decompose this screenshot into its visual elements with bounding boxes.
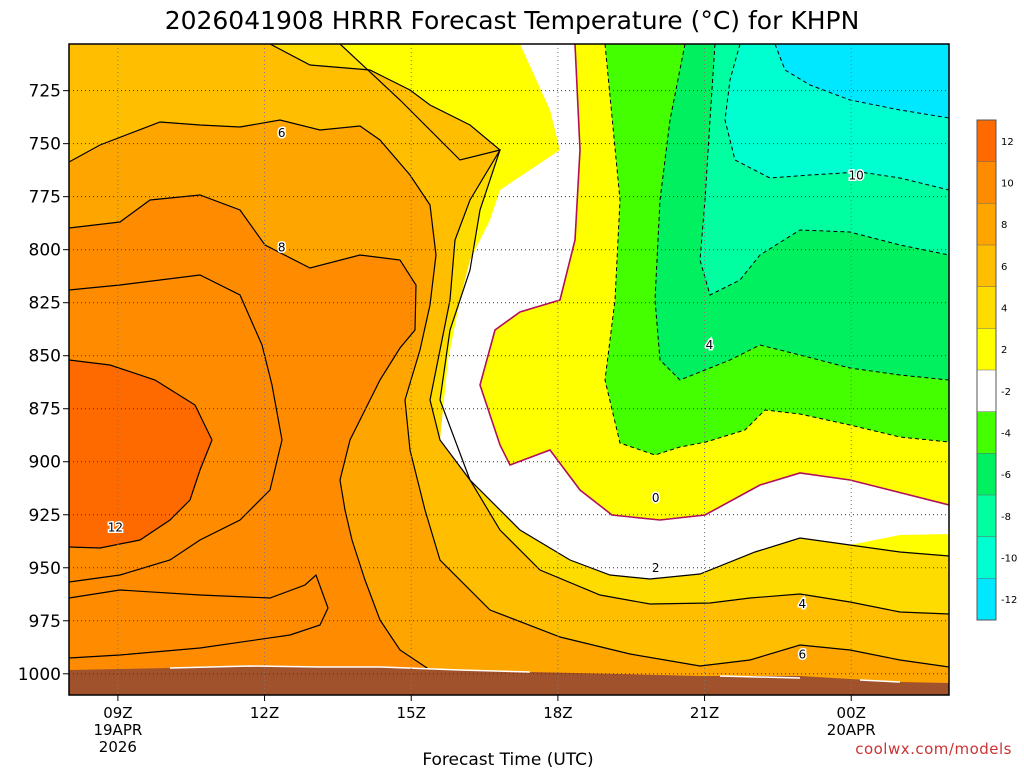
x-tick-label: 20APR	[827, 721, 876, 739]
contour-value-label: 6	[278, 126, 286, 140]
colorbar-swatch	[977, 286, 996, 329]
colorbar-label: 12	[1001, 137, 1014, 148]
x-axis-label: Forecast Time (UTC)	[422, 750, 593, 768]
colorbar-swatch	[977, 328, 996, 370]
contour-value-label: 10	[848, 168, 863, 182]
x-tick-label: 00Z	[837, 704, 866, 722]
contour-value-label: 8	[278, 241, 286, 255]
x-tick-label: 18Z	[543, 704, 572, 722]
colorbar-swatch	[977, 495, 996, 537]
y-axis: 725 750 775 800 825 850 875 900 925 950 975 1000	[18, 82, 69, 685]
y-tick-label: 850	[29, 347, 61, 367]
colorbar-label: 6	[1001, 262, 1007, 273]
y-tick-label: 875	[29, 400, 61, 420]
band-fill-10-12	[69, 360, 212, 548]
contour-line-10	[69, 274, 283, 583]
contour-line-0	[479, 44, 949, 521]
y-tick-label: 825	[29, 294, 61, 314]
contour-lines	[69, 44, 949, 691]
dashed-contour-lines	[604, 44, 949, 456]
band-fill-m10-m12	[775, 44, 949, 118]
contour-value-label: 6	[799, 648, 807, 662]
y-tick-label: 925	[29, 506, 61, 526]
contour-fill	[69, 44, 949, 695]
contour-value-label: 0	[652, 491, 660, 505]
x-tick-label: 12Z	[250, 704, 279, 722]
colorbar-swatch	[977, 245, 996, 287]
colorbar-swatch	[977, 203, 996, 245]
colorbar-swatch	[977, 536, 996, 579]
colorbar-label: -4	[1001, 429, 1011, 440]
surface-ground	[69, 666, 949, 695]
y-tick-label: 975	[29, 612, 61, 632]
credit-text[interactable]: coolwx.com/models	[855, 740, 1012, 758]
x-tick-label: 09Z	[103, 704, 132, 722]
colorbar-label: -12	[1001, 595, 1017, 606]
contour-line-m10	[774, 44, 949, 119]
contour-line-6	[69, 119, 949, 668]
contour-line-8	[69, 194, 531, 691]
colorbar: 12 10 8 6 4 2 -2 -4 -6 -8 -10 -12	[976, 119, 1017, 621]
band-fill-neg	[440, 44, 949, 579]
colorbar-label: -10	[1001, 554, 1017, 565]
contour-labels: 6 8 12 10 4 0 2 4 6	[106, 125, 865, 664]
y-tick-label: 775	[29, 188, 61, 208]
contour-line-12	[69, 359, 213, 549]
contour-value-label: 4	[799, 597, 807, 611]
colorbar-swatch	[977, 453, 996, 495]
colorbar-swatch	[977, 161, 996, 204]
colorbar-label: 10	[1001, 179, 1014, 190]
x-tick-label: 21Z	[690, 704, 719, 722]
colorbar-label: 8	[1001, 220, 1007, 231]
colorbar-label: -2	[1001, 387, 1011, 398]
contour-line-m2	[604, 44, 949, 456]
x-tick-label: 15Z	[397, 704, 426, 722]
colorbar-label: -6	[1001, 470, 1011, 481]
y-tick-label: 950	[29, 559, 61, 579]
x-tick-label: 19APR	[93, 721, 142, 739]
gridlines	[69, 44, 949, 695]
band-fill-8-10	[69, 195, 949, 695]
contour-line-m8	[724, 44, 949, 191]
contour-line-m4	[654, 44, 949, 381]
contour-line-m6	[699, 44, 949, 296]
surface-ground-edge	[169, 665, 901, 683]
colorbar-label: -8	[1001, 512, 1011, 523]
y-tick-label: 750	[29, 135, 61, 155]
colorbar-swatch	[977, 411, 996, 454]
chart-title: 2026041908 HRRR Forecast Temperature (°C…	[165, 6, 860, 35]
plot-frame	[68, 43, 950, 696]
x-tick-label: 2026	[99, 738, 137, 756]
colorbar-swatch	[977, 120, 996, 162]
y-tick-label: 725	[29, 82, 61, 102]
contour-value-label: 12	[108, 520, 123, 534]
colorbar-label: 4	[1001, 304, 1007, 315]
contour-value-label: 2	[652, 561, 660, 575]
contour-line-10b	[69, 573, 329, 659]
y-tick-label: 900	[29, 453, 61, 473]
y-tick-label: 1000	[18, 665, 61, 685]
y-tick-label: 800	[29, 241, 61, 261]
contour-line-4	[269, 44, 949, 615]
colorbar-label: 2	[1001, 345, 1007, 356]
colorbar-swatch	[977, 578, 996, 620]
contour-value-label: 4	[706, 338, 714, 352]
colorbar-swatch	[977, 370, 996, 412]
